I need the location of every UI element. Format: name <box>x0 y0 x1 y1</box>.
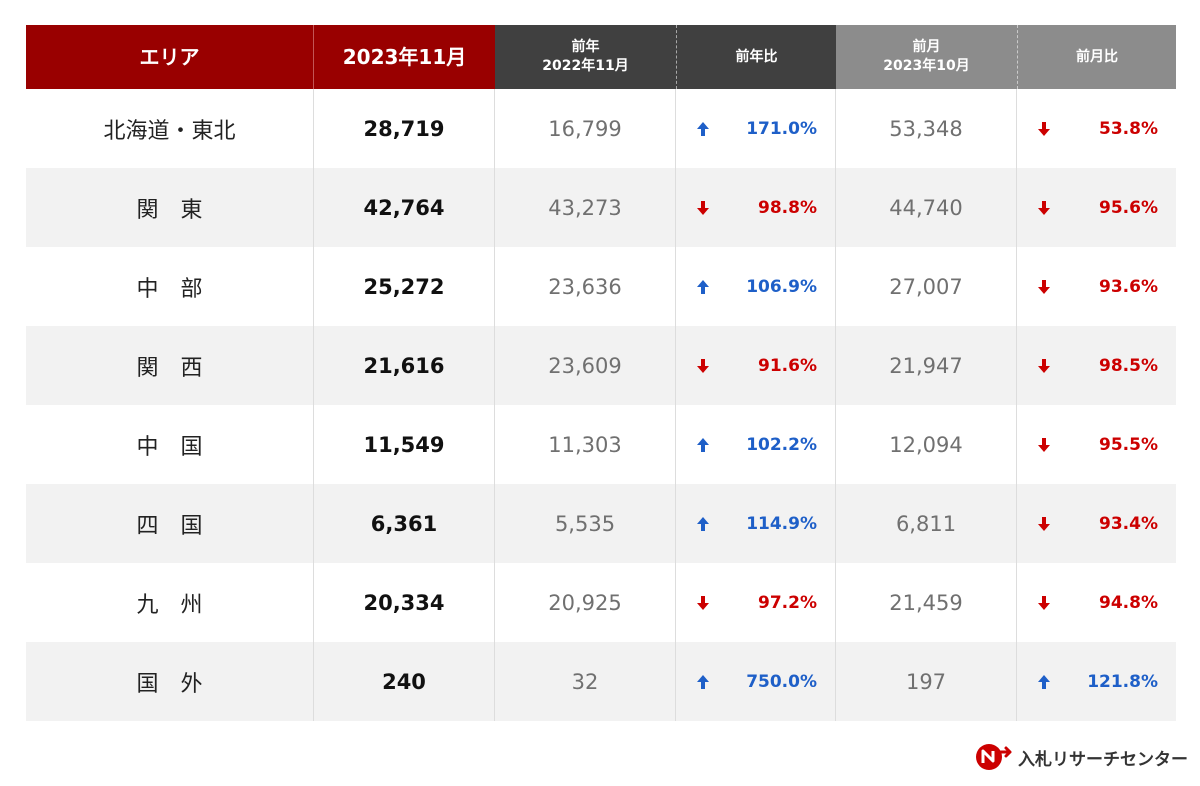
header-current-month: 2023年11月 <box>314 25 495 89</box>
mom-ratio-value: 121.8% <box>1087 671 1158 692</box>
down-arrow-icon <box>696 200 710 216</box>
mom-ratio-cell: 98.5% <box>1017 326 1176 405</box>
prev-month-value-cell: 21,459 <box>836 563 1017 642</box>
up-arrow-icon <box>696 437 710 453</box>
prev-month-value-cell: 44,740 <box>836 168 1017 247</box>
regional-statistics-table: エリア 2023年11月 前年 2022年11月 前年比 前月 2023年10月… <box>26 25 1176 721</box>
mom-ratio-value: 95.6% <box>1099 197 1158 218</box>
up-arrow-icon <box>696 121 710 137</box>
down-arrow-icon <box>1037 437 1051 453</box>
current-value-cell: 21,616 <box>314 326 495 405</box>
up-arrow-icon <box>696 279 710 295</box>
down-arrow-icon <box>696 358 710 374</box>
prev-year-value-cell: 43,273 <box>495 168 676 247</box>
mom-ratio-cell: 95.5% <box>1017 405 1176 484</box>
yoy-ratio-value: 114.9% <box>746 513 817 534</box>
header-prev-month-ratio-label: 前月比 <box>1076 48 1118 65</box>
area-name-cell: 国 外 <box>26 642 314 721</box>
current-value-cell: 240 <box>314 642 495 721</box>
prev-month-value-cell: 27,007 <box>836 247 1017 326</box>
company-logo: 入札リサーチセンター <box>974 742 1188 772</box>
area-name-cell: 関 西 <box>26 326 314 405</box>
yoy-ratio-value: 98.8% <box>758 197 817 218</box>
current-value-cell: 25,272 <box>314 247 495 326</box>
prev-year-value-cell: 32 <box>495 642 676 721</box>
mom-ratio-value: 98.5% <box>1099 355 1158 376</box>
area-name-cell: 九 州 <box>26 563 314 642</box>
header-prev-year-line1: 前年 <box>571 39 600 56</box>
area-name-cell: 関 東 <box>26 168 314 247</box>
yoy-ratio-value: 750.0% <box>746 671 817 692</box>
area-name-cell: 北海道・東北 <box>26 89 314 168</box>
header-area: エリア <box>26 25 314 89</box>
header-area-label: エリア <box>139 44 200 69</box>
down-arrow-icon <box>1037 200 1051 216</box>
header-prev-month-ratio: 前月比 <box>1017 25 1176 89</box>
mom-ratio-cell: 53.8% <box>1017 89 1176 168</box>
current-value-cell: 42,764 <box>314 168 495 247</box>
yoy-ratio-value: 91.6% <box>758 355 817 376</box>
down-arrow-icon <box>1037 121 1051 137</box>
up-arrow-icon <box>696 674 710 690</box>
down-arrow-icon <box>696 595 710 611</box>
mom-ratio-cell: 95.6% <box>1017 168 1176 247</box>
area-name-cell: 中 部 <box>26 247 314 326</box>
prev-year-value-cell: 11,303 <box>495 405 676 484</box>
prev-month-value-cell: 197 <box>836 642 1017 721</box>
yoy-ratio-value: 106.9% <box>746 276 817 297</box>
n-arrow-logo-icon <box>976 744 1012 770</box>
mom-ratio-cell: 93.6% <box>1017 247 1176 326</box>
current-value-cell: 20,334 <box>314 563 495 642</box>
header-prev-month: 前月 2023年10月 <box>836 25 1017 89</box>
yoy-ratio-cell: 102.2% <box>676 405 836 484</box>
yoy-ratio-cell: 91.6% <box>676 326 836 405</box>
yoy-ratio-value: 97.2% <box>758 592 817 613</box>
mom-ratio-value: 94.8% <box>1099 592 1158 613</box>
header-prev-year: 前年 2022年11月 <box>495 25 676 89</box>
mom-ratio-value: 53.8% <box>1099 118 1158 139</box>
prev-year-value-cell: 20,925 <box>495 563 676 642</box>
area-name-cell: 四 国 <box>26 484 314 563</box>
header-prev-year-line2: 2022年11月 <box>542 58 629 74</box>
prev-year-value-cell: 16,799 <box>495 89 676 168</box>
down-arrow-icon <box>1037 358 1051 374</box>
current-value-cell: 11,549 <box>314 405 495 484</box>
current-value-cell: 6,361 <box>314 484 495 563</box>
up-arrow-icon <box>696 516 710 532</box>
yoy-ratio-value: 102.2% <box>746 434 817 455</box>
logo-text: 入札リサーチセンター <box>1018 749 1188 770</box>
yoy-ratio-cell: 97.2% <box>676 563 836 642</box>
mom-ratio-value: 93.4% <box>1099 513 1158 534</box>
header-current-label: 2023年11月 <box>342 44 467 69</box>
header-prev-year-ratio-label: 前年比 <box>735 48 778 65</box>
mom-ratio-cell: 93.4% <box>1017 484 1176 563</box>
down-arrow-icon <box>1037 516 1051 532</box>
header-prev-month-line1: 前月 <box>912 39 941 56</box>
yoy-ratio-cell: 114.9% <box>676 484 836 563</box>
current-value-cell: 28,719 <box>314 89 495 168</box>
area-name-cell: 中 国 <box>26 405 314 484</box>
mom-ratio-value: 93.6% <box>1099 276 1158 297</box>
mom-ratio-cell: 121.8% <box>1017 642 1176 721</box>
up-arrow-icon <box>1037 674 1051 690</box>
yoy-ratio-cell: 106.9% <box>676 247 836 326</box>
prev-month-value-cell: 53,348 <box>836 89 1017 168</box>
header-prev-year-ratio: 前年比 <box>676 25 836 89</box>
prev-month-value-cell: 6,811 <box>836 484 1017 563</box>
yoy-ratio-cell: 98.8% <box>676 168 836 247</box>
down-arrow-icon <box>1037 595 1051 611</box>
prev-year-value-cell: 23,636 <box>495 247 676 326</box>
header-prev-month-line2: 2023年10月 <box>883 58 970 74</box>
prev-month-value-cell: 12,094 <box>836 405 1017 484</box>
yoy-ratio-cell: 171.0% <box>676 89 836 168</box>
down-arrow-icon <box>1037 279 1051 295</box>
prev-month-value-cell: 21,947 <box>836 326 1017 405</box>
prev-year-value-cell: 23,609 <box>495 326 676 405</box>
prev-year-value-cell: 5,535 <box>495 484 676 563</box>
yoy-ratio-value: 171.0% <box>746 118 817 139</box>
mom-ratio-value: 95.5% <box>1099 434 1158 455</box>
yoy-ratio-cell: 750.0% <box>676 642 836 721</box>
mom-ratio-cell: 94.8% <box>1017 563 1176 642</box>
